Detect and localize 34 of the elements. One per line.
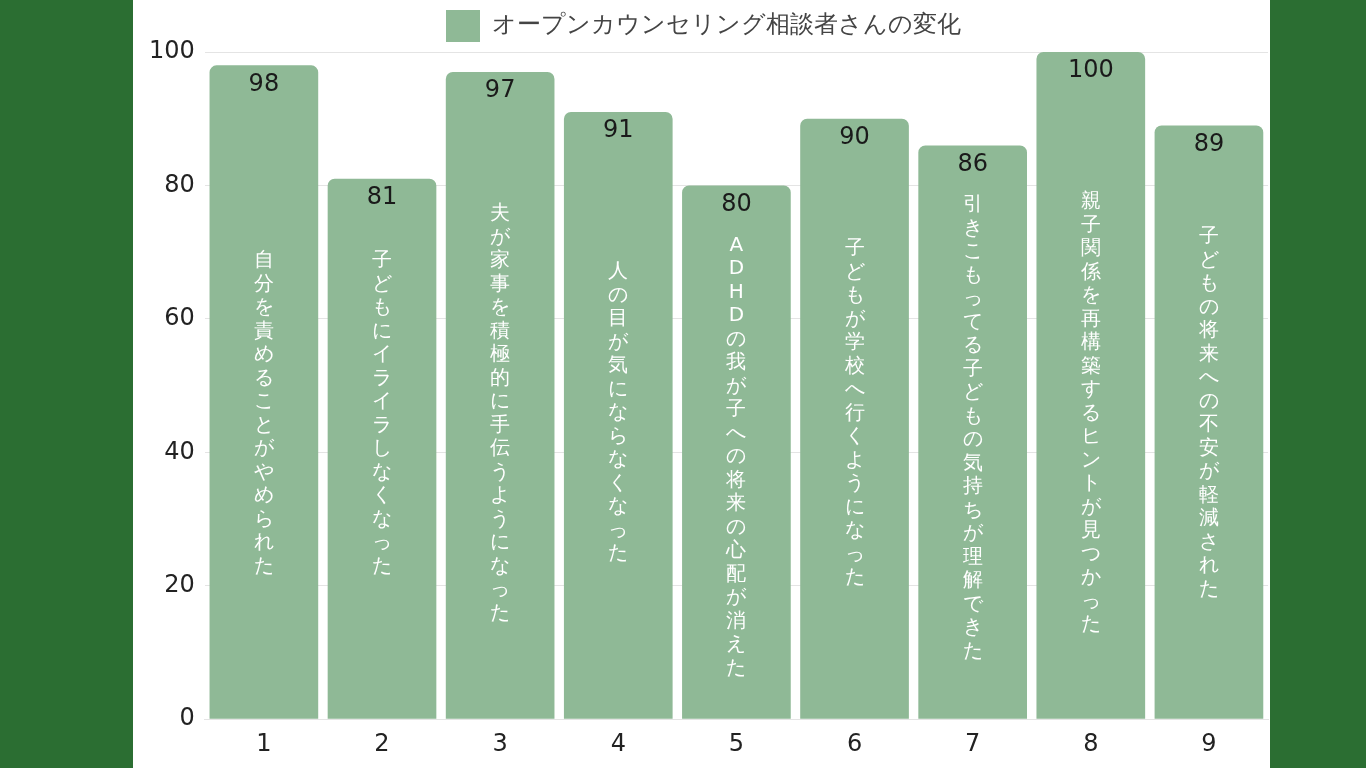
x-tick-label: 5 (728, 728, 745, 757)
data-label: 98 (248, 68, 280, 97)
y-tick-label: 80 (164, 169, 195, 198)
x-tick-label: 9 (1201, 728, 1217, 757)
data-label: 80 (721, 188, 752, 217)
data-label: 89 (1193, 128, 1225, 157)
data-label: 100 (1067, 55, 1114, 84)
text: 引きこもってる子どもの気持ちが理解できた (962, 191, 983, 662)
text: 夫が家事を積極的に手伝うようになった (490, 199, 511, 624)
text: 自分を責めることがやめられた (253, 246, 274, 577)
data-label: 86 (957, 148, 988, 177)
x-tick-label: 8 (1083, 728, 1099, 757)
y-tick-label: 20 (164, 569, 195, 598)
data-label: 81 (366, 182, 398, 210)
data-label: 91 (603, 115, 634, 144)
y-tick-label: 60 (164, 303, 195, 332)
data-label: 97 (484, 75, 516, 104)
x-tick-label: 3 (492, 728, 508, 757)
legend-label: オープンカウンセリング相談者さんの変化 (492, 10, 961, 39)
text: 子どもが学校へ行くようになった (844, 235, 865, 589)
y-tick-label: 0 (179, 703, 195, 732)
text: 人の目が気にならなくなった (608, 258, 629, 565)
x-tick-label: 4 (610, 728, 626, 757)
data-label: 90 (839, 121, 870, 150)
text: 子どもにイライラしなくなった (372, 246, 392, 577)
text: 親子関係を再構築するヒントが見つかった (1080, 188, 1101, 636)
text: ADHDの我が子への将来の心配が消えた (726, 231, 747, 679)
x-tick-label: 2 (374, 728, 390, 757)
x-tick-label: 6 (846, 728, 863, 757)
x-tick-label: 1 (256, 728, 272, 757)
y-tick-label: 40 (164, 436, 195, 465)
y-tick-label: 100 (149, 36, 195, 65)
x-tick-label: 7 (965, 728, 981, 757)
text: 子どもの将来への不安が軽減された (1198, 223, 1219, 600)
